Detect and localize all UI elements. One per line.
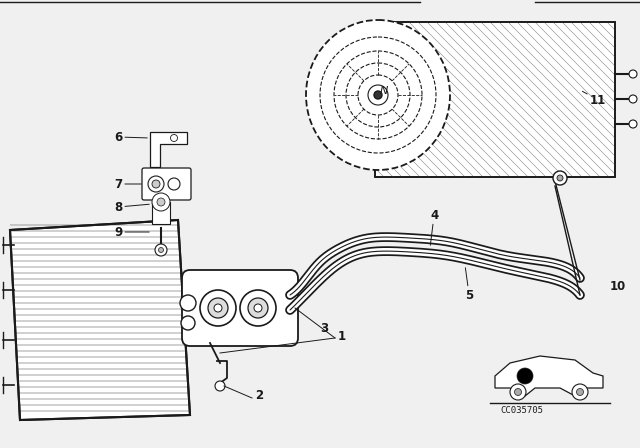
Circle shape xyxy=(572,384,588,400)
Bar xyxy=(375,22,615,177)
Circle shape xyxy=(157,198,165,206)
Circle shape xyxy=(368,85,388,105)
Circle shape xyxy=(254,304,262,312)
FancyBboxPatch shape xyxy=(142,168,191,200)
Polygon shape xyxy=(495,356,603,396)
Circle shape xyxy=(200,290,236,326)
Text: 3: 3 xyxy=(320,322,328,335)
Circle shape xyxy=(553,171,567,185)
Circle shape xyxy=(248,298,268,318)
Text: CC035705: CC035705 xyxy=(500,406,543,415)
Ellipse shape xyxy=(306,20,450,170)
Circle shape xyxy=(334,51,422,139)
Text: 4: 4 xyxy=(430,208,438,245)
Circle shape xyxy=(629,70,637,78)
Circle shape xyxy=(629,120,637,128)
Bar xyxy=(375,22,615,177)
Circle shape xyxy=(577,388,584,396)
Bar xyxy=(152,202,170,224)
Circle shape xyxy=(517,368,533,384)
Circle shape xyxy=(208,298,228,318)
Text: 7: 7 xyxy=(114,177,141,190)
Circle shape xyxy=(629,95,637,103)
Text: N: N xyxy=(380,86,388,96)
Text: 10: 10 xyxy=(610,280,627,293)
Circle shape xyxy=(557,175,563,181)
Polygon shape xyxy=(150,132,187,167)
Circle shape xyxy=(180,295,196,311)
Circle shape xyxy=(159,247,163,253)
Circle shape xyxy=(510,384,526,400)
Circle shape xyxy=(515,388,522,396)
Polygon shape xyxy=(10,220,190,420)
Text: 11: 11 xyxy=(582,91,606,107)
Circle shape xyxy=(346,63,410,127)
Circle shape xyxy=(152,180,160,188)
Circle shape xyxy=(181,316,195,330)
Text: 6: 6 xyxy=(114,130,147,143)
Circle shape xyxy=(155,244,167,256)
Circle shape xyxy=(170,134,177,142)
Text: 8: 8 xyxy=(114,201,149,214)
FancyBboxPatch shape xyxy=(182,270,298,346)
Circle shape xyxy=(240,290,276,326)
Circle shape xyxy=(168,178,180,190)
Circle shape xyxy=(215,381,225,391)
Circle shape xyxy=(152,193,170,211)
Circle shape xyxy=(320,37,436,153)
Text: 9: 9 xyxy=(114,225,149,238)
Text: 2: 2 xyxy=(255,389,263,402)
Circle shape xyxy=(214,304,222,312)
Circle shape xyxy=(358,75,398,115)
Text: 1: 1 xyxy=(338,330,346,343)
Circle shape xyxy=(374,91,382,99)
Text: 5: 5 xyxy=(465,268,473,302)
Circle shape xyxy=(148,176,164,192)
